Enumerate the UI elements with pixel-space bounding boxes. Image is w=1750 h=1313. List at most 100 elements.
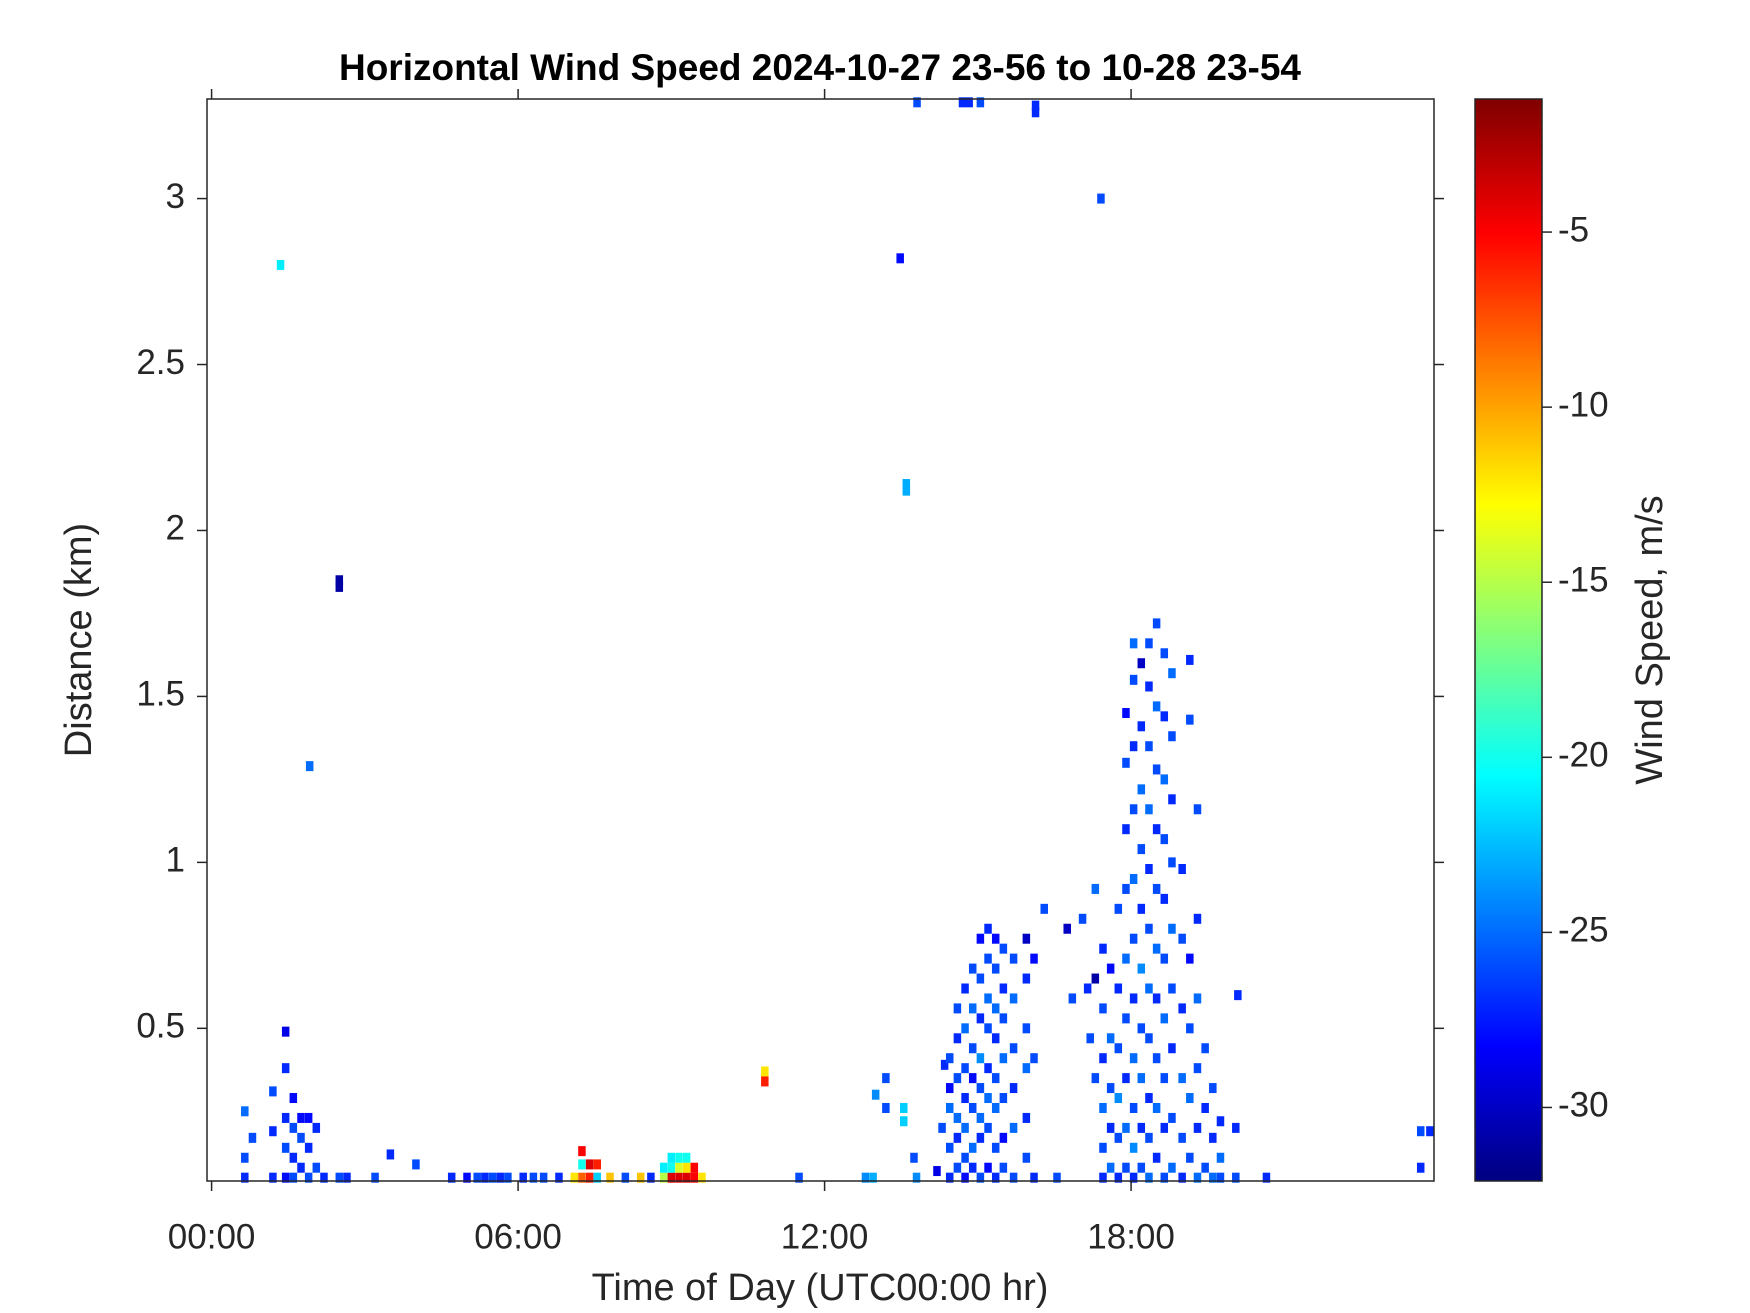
heatmap-cell: [578, 1146, 586, 1157]
heatmap-cell: [953, 1132, 962, 1143]
heatmap-cell: [1201, 1162, 1209, 1173]
heatmap-cell: [953, 1033, 962, 1044]
heatmap-cell: [593, 1172, 602, 1183]
heatmap-cell: [961, 1122, 969, 1133]
heatmap-cell: [1145, 741, 1153, 752]
heatmap-cell: [312, 1162, 321, 1173]
heatmap-cell: [1129, 1053, 1138, 1064]
heatmap-cell: [1031, 107, 1040, 118]
heatmap-cell: [1193, 993, 1202, 1004]
heatmap-cell: [585, 1159, 594, 1170]
x-tick-label: 12:00: [781, 1217, 869, 1256]
heatmap-cell: [999, 1162, 1008, 1173]
heatmap-cell: [1193, 1063, 1202, 1074]
heatmap-cell: [1137, 721, 1146, 732]
heatmap-cell: [659, 1172, 668, 1183]
y-tick-label: 2.5: [136, 343, 185, 382]
heatmap-cell: [984, 993, 992, 1004]
heatmap-cell: [312, 1122, 321, 1133]
heatmap-cell: [1168, 1043, 1176, 1054]
heatmap-cell: [1009, 953, 1018, 964]
heatmap-cell: [675, 1172, 683, 1183]
heatmap-cell: [1186, 953, 1194, 964]
heatmap-cell: [241, 1106, 249, 1117]
heatmap-cell: [1178, 1003, 1186, 1014]
heatmap-cell: [1114, 1043, 1123, 1054]
heatmap-cell: [999, 1013, 1008, 1024]
colorbar-tick-label: -5: [1558, 210, 1589, 249]
heatmap-cell: [1178, 933, 1186, 944]
colorbar-tick-label: -10: [1558, 385, 1609, 424]
heatmap-cell: [999, 1132, 1008, 1143]
heatmap-cell: [1137, 903, 1146, 914]
heatmap-cell: [305, 761, 314, 772]
heatmap-cell: [976, 1132, 985, 1143]
heatmap-cell: [882, 1073, 890, 1084]
heatmap-cell: [1022, 933, 1031, 944]
heatmap-cell: [1232, 1122, 1240, 1133]
heatmap-cell: [984, 1023, 992, 1034]
heatmap-cell: [976, 1053, 985, 1064]
heatmap-cell: [463, 1172, 471, 1183]
heatmap-cell: [1040, 903, 1048, 914]
heatmap-cell: [606, 1172, 614, 1183]
heatmap-cell: [933, 1166, 941, 1177]
heatmap-cell: [1168, 983, 1176, 994]
colorbar-tick-label: -20: [1558, 736, 1609, 775]
heatmap-cell: [578, 1159, 586, 1170]
heatmap-cell: [1232, 1172, 1240, 1183]
heatmap-cell: [690, 1172, 699, 1183]
heatmap-cell: [304, 1142, 313, 1153]
heatmap-cell: [976, 973, 985, 984]
heatmap-cell: [621, 1172, 630, 1183]
heatmap-cell: [1022, 1152, 1031, 1163]
heatmap-cell: [1030, 953, 1038, 964]
heatmap-cell: [968, 1142, 977, 1153]
heatmap-cell: [473, 1172, 481, 1183]
heatmap-cell: [900, 1116, 908, 1127]
heatmap-cell: [999, 1093, 1008, 1104]
heatmap-cell: [698, 1172, 706, 1183]
heatmap-cell: [1022, 1023, 1031, 1034]
heatmap-cell: [1137, 658, 1146, 669]
heatmap-cell: [1152, 883, 1161, 894]
heatmap-cell: [900, 1102, 908, 1113]
heatmap-cell: [241, 1172, 249, 1183]
heatmap-cell: [1083, 983, 1092, 994]
heatmap-cell: [1099, 943, 1107, 954]
heatmap-cell: [938, 1122, 946, 1133]
heatmap-cell: [1178, 864, 1186, 875]
heatmap-cell: [1145, 864, 1153, 875]
heatmap-cell: [1137, 1023, 1146, 1034]
heatmap-cell: [984, 1063, 992, 1074]
heatmap-cell: [1145, 1033, 1153, 1044]
heatmap-cell: [1416, 1126, 1425, 1137]
heatmap-cell: [1168, 668, 1176, 679]
heatmap-cell: [940, 1059, 949, 1070]
heatmap-cell: [1063, 923, 1071, 934]
heatmap-cell: [1030, 1053, 1038, 1064]
heatmap-cell: [1114, 1093, 1123, 1104]
heatmap-cell: [667, 1162, 676, 1173]
heatmap-cell: [675, 1162, 683, 1173]
y-tick-label: 3: [166, 177, 185, 216]
heatmap-cell: [761, 1076, 769, 1087]
heatmap-cell: [902, 479, 911, 490]
heatmap-cell: [335, 1172, 344, 1183]
heatmap-cell: [304, 1172, 313, 1183]
heatmap-cell: [953, 1162, 962, 1173]
heatmap-cell: [1209, 1172, 1217, 1183]
heatmap-cell: [1009, 1083, 1018, 1094]
heatmap-cell: [281, 1172, 290, 1183]
heatmap-cell: [1426, 1126, 1434, 1137]
heatmap-cell: [976, 1112, 985, 1123]
heatmap-cell: [1022, 1112, 1031, 1123]
heatmap-cell: [1160, 834, 1169, 845]
heatmap-cell: [675, 1152, 683, 1163]
heatmap-cell: [1416, 1162, 1425, 1173]
heatmap-cell: [961, 1152, 969, 1163]
heatmap-cell: [659, 1162, 668, 1173]
heatmap-cell: [961, 1172, 969, 1183]
heatmap-cell: [991, 1172, 1000, 1183]
